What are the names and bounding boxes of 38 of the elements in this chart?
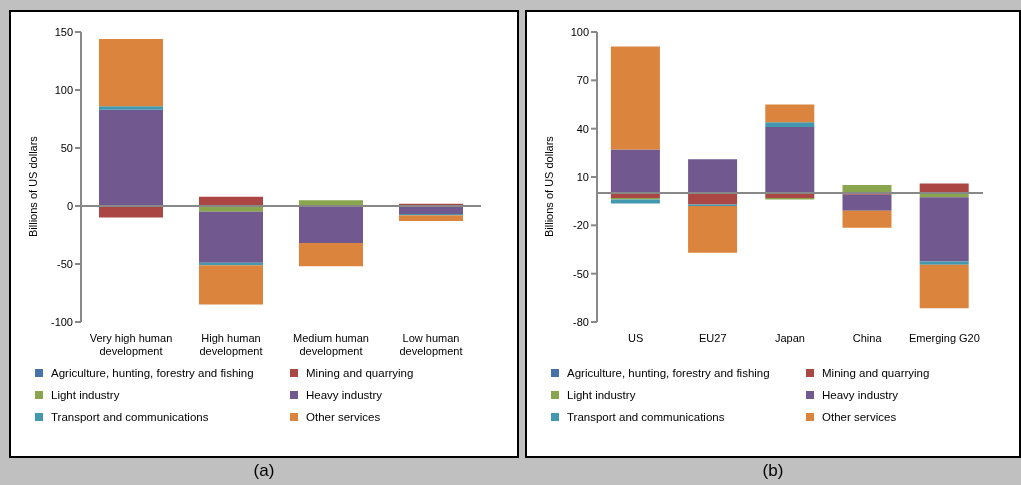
y-tick-label: -50 [57,257,73,270]
y-tick-label: 50 [60,141,73,154]
y-tick-label: -50 [573,267,589,280]
y-tick-label: 100 [570,25,589,38]
legend-label: Light industry [51,389,120,401]
legend-label: Heavy industry [306,389,383,401]
x-tick-label: Medium human development [293,332,369,357]
x-tick-label: High human development [199,332,263,357]
y-tick-label: -100 [50,315,73,328]
y-tick-label: 70 [576,74,589,87]
y-axis-title: Billions of US dollars [542,135,555,237]
x-tick-label: EU27 [699,332,727,344]
y-tick-label: 150 [54,25,73,38]
legend-label: Mining and quarrying [306,367,414,379]
legend-label: Agriculture, hunting, forestry and fishing [567,367,770,379]
y-tick-label: 100 [54,83,73,96]
y-tick-label: 40 [576,122,589,135]
legend-label: Transport and communications [51,411,209,423]
legend-label: Transport and communications [567,411,725,423]
x-tick-label: Low human development [399,332,463,357]
y-tick-label: -80 [573,315,589,328]
legend-label: Mining and quarrying [822,367,930,379]
x-tick-label: Emerging G20 [908,332,980,344]
x-tick-label: Very high human development [89,332,173,357]
y-tick-label: -20 [573,219,589,232]
legend-label: Agriculture, hunting, forestry and fishing [51,367,254,379]
y-tick-label: 0 [66,199,73,212]
text: (a) [252,461,276,481]
y-axis-title: Billions of US dollars [26,135,39,237]
legend-label: Other services [822,411,897,423]
x-tick-label: China [852,332,883,344]
legend-label: Heavy industry [822,389,899,401]
text: (b) [761,461,785,481]
y-tick-label: 10 [576,170,589,183]
x-tick-label: Japan [775,332,805,344]
x-tick-label: US [627,332,644,344]
legend-label: Light industry [567,389,636,401]
legend-label: Other services [306,411,381,423]
